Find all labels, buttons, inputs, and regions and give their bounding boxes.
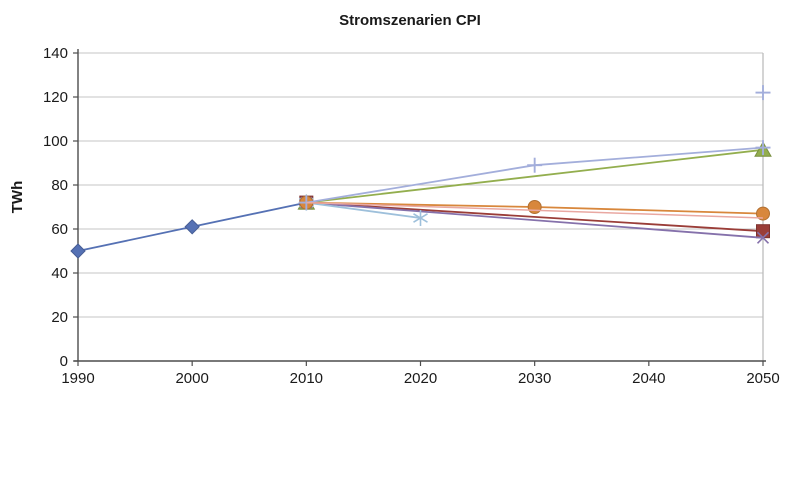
y-tick-label: 140 [43, 45, 68, 62]
series-line-e-vision-e [306, 201, 764, 219]
series-historisch [70, 194, 315, 259]
series-e-vision-e [306, 201, 764, 219]
chart-title: Stromszenarien CPI [339, 12, 481, 29]
x-tick-label: 2050 [746, 370, 779, 387]
isolated-point-e-trend [755, 85, 771, 101]
series-line-ihs-e-rev [306, 201, 764, 239]
x-tick-label: 2020 [404, 370, 437, 387]
y-tick-label: 0 [60, 353, 68, 370]
series-line-energytransition [306, 201, 421, 219]
y-tick-label: 100 [43, 133, 68, 150]
chart-legend: HistorischEnAutarkUM-ATIHS E-RevEnergyTr… [0, 420, 800, 501]
y-tick-label: 60 [51, 221, 68, 238]
x-tick-label: 1990 [61, 370, 94, 387]
series-line-enautark [306, 201, 764, 233]
y-tick-label: 40 [51, 265, 68, 282]
series-line-um-at [306, 148, 764, 204]
x-tick-label: 2040 [632, 370, 665, 387]
y-tick-label: 20 [51, 309, 68, 326]
y-tick-label: 120 [43, 89, 68, 106]
y-tick-label: 80 [51, 177, 68, 194]
y-axis-label: TWh [9, 181, 26, 213]
x-tick-label: 2010 [290, 370, 323, 387]
x-tick-label: 2030 [518, 370, 551, 387]
x-tick-label: 2000 [175, 370, 208, 387]
series-e-trend [298, 140, 771, 211]
